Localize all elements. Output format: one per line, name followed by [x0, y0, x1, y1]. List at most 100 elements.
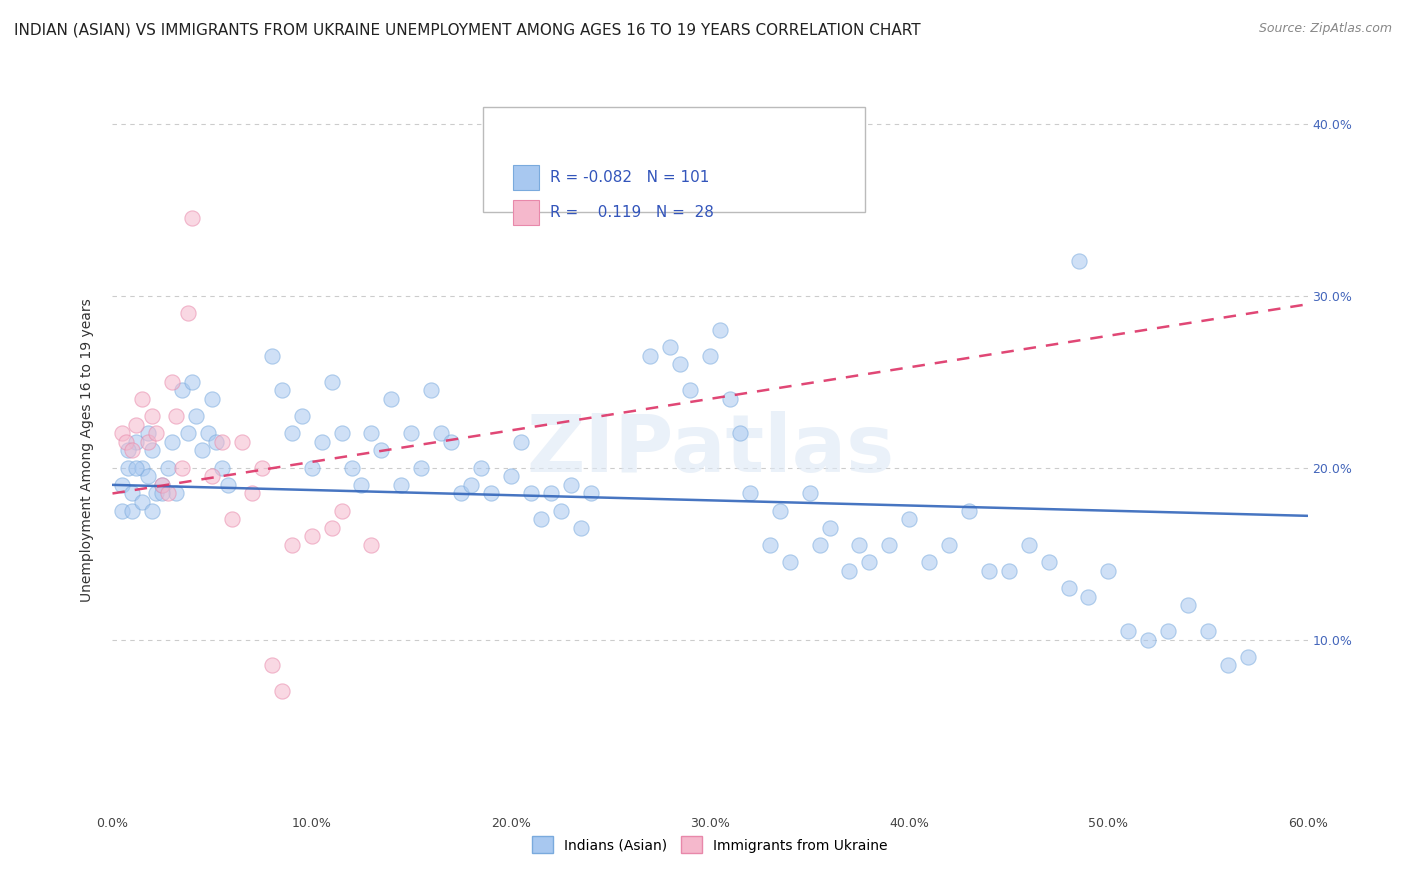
- FancyBboxPatch shape: [484, 107, 866, 212]
- Y-axis label: Unemployment Among Ages 16 to 19 years: Unemployment Among Ages 16 to 19 years: [80, 299, 94, 602]
- Point: [640, 349, 662, 363]
- Point: [709, 323, 731, 337]
- Point: [420, 384, 443, 398]
- Point: [291, 409, 314, 423]
- Point: [799, 486, 821, 500]
- Point: [270, 384, 292, 398]
- Point: [898, 512, 921, 526]
- Point: [340, 460, 363, 475]
- Point: [759, 538, 782, 552]
- Point: [191, 443, 214, 458]
- Point: [260, 658, 283, 673]
- Text: R =    0.119   N =  28: R = 0.119 N = 28: [550, 205, 714, 220]
- Point: [111, 426, 134, 441]
- Point: [141, 409, 163, 423]
- Point: [186, 409, 208, 423]
- FancyBboxPatch shape: [513, 200, 538, 225]
- Point: [380, 392, 402, 406]
- Text: ZIPatlas: ZIPatlas: [526, 411, 894, 490]
- Point: [121, 486, 143, 500]
- Point: [111, 503, 134, 517]
- Point: [131, 460, 153, 475]
- Point: [509, 434, 531, 449]
- Point: [360, 538, 382, 552]
- Point: [205, 434, 228, 449]
- Point: [270, 684, 292, 698]
- Point: [240, 486, 263, 500]
- FancyBboxPatch shape: [513, 165, 538, 190]
- Point: [150, 478, 173, 492]
- Point: [162, 375, 183, 389]
- Point: [808, 538, 831, 552]
- Point: [350, 478, 373, 492]
- Point: [977, 564, 1000, 578]
- Point: [470, 460, 492, 475]
- Point: [560, 478, 582, 492]
- Point: [221, 512, 243, 526]
- Point: [330, 426, 353, 441]
- Point: [389, 478, 412, 492]
- Point: [321, 521, 343, 535]
- Point: [818, 521, 841, 535]
- Point: [111, 478, 134, 492]
- Point: [301, 529, 323, 543]
- Point: [938, 538, 960, 552]
- Point: [117, 460, 139, 475]
- Point: [370, 443, 392, 458]
- Point: [141, 503, 163, 517]
- Point: [1097, 564, 1119, 578]
- Point: [430, 426, 453, 441]
- Point: [121, 443, 143, 458]
- Point: [728, 426, 751, 441]
- Point: [779, 555, 801, 569]
- Point: [145, 426, 167, 441]
- Point: [1018, 538, 1040, 552]
- Point: [858, 555, 880, 569]
- Point: [1038, 555, 1060, 569]
- Point: [157, 486, 180, 500]
- Point: [659, 340, 682, 354]
- Point: [138, 469, 160, 483]
- Point: [145, 486, 167, 500]
- Point: [1077, 590, 1099, 604]
- Point: [530, 512, 553, 526]
- Point: [738, 486, 761, 500]
- Point: [699, 349, 721, 363]
- Point: [121, 503, 143, 517]
- Point: [360, 426, 382, 441]
- Point: [138, 434, 160, 449]
- Point: [718, 392, 741, 406]
- Point: [628, 177, 651, 191]
- Point: [1216, 658, 1239, 673]
- Point: [957, 503, 980, 517]
- Point: [172, 460, 194, 475]
- Point: [201, 469, 224, 483]
- Point: [217, 478, 239, 492]
- Point: [117, 443, 139, 458]
- Point: [918, 555, 941, 569]
- Point: [211, 460, 233, 475]
- Point: [281, 426, 304, 441]
- Point: [201, 392, 224, 406]
- Point: [1137, 632, 1160, 647]
- Point: [150, 486, 173, 500]
- Point: [450, 486, 472, 500]
- Point: [150, 478, 173, 492]
- Point: [177, 426, 200, 441]
- Point: [998, 564, 1021, 578]
- Point: [157, 460, 180, 475]
- Point: [231, 434, 253, 449]
- Point: [569, 521, 592, 535]
- Text: Source: ZipAtlas.com: Source: ZipAtlas.com: [1258, 22, 1392, 36]
- Point: [669, 358, 692, 372]
- Point: [162, 434, 183, 449]
- Point: [138, 426, 160, 441]
- Point: [172, 384, 194, 398]
- Point: [579, 486, 602, 500]
- Point: [165, 409, 187, 423]
- Point: [211, 434, 233, 449]
- Point: [550, 503, 572, 517]
- Point: [1118, 624, 1140, 639]
- Point: [440, 434, 463, 449]
- Point: [1157, 624, 1180, 639]
